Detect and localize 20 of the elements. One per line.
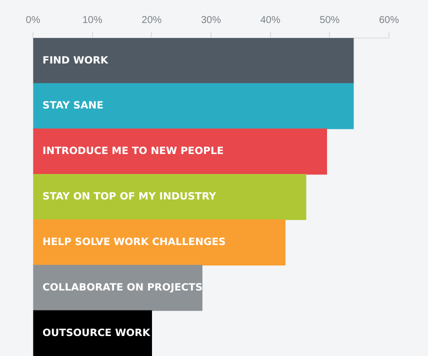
x-tick-label: 40%: [260, 14, 280, 26]
y-tick-label: STAY SANE: [42, 100, 104, 112]
bar: [33, 174, 306, 220]
bar: [33, 310, 152, 356]
bar: [33, 38, 354, 84]
y-tick-label: HELP SOLVE WORK CHALLENGES: [42, 237, 226, 248]
x-tick-label: 0%: [26, 14, 40, 26]
bar: [33, 83, 354, 130]
y-tick-label: STAY ON TOP OF MY INDUSTRY: [42, 192, 217, 203]
x-tick-label: 30%: [200, 14, 222, 26]
x-tick-label: 60%: [378, 14, 400, 26]
y-tick-label: FIND WORK: [42, 55, 110, 66]
x-tick-label: 50%: [320, 14, 340, 26]
y-tick-label: COLLABORATE ON PROJECTS: [42, 282, 203, 294]
bar: [33, 219, 286, 266]
x-tick-label: 10%: [82, 14, 102, 26]
x-tick-label: 20%: [142, 14, 162, 26]
y-tick-label: INTRODUCE ME TO NEW PEOPLE: [42, 146, 224, 158]
bar: [33, 128, 328, 175]
y-tick-label: OUTSOURCE WORK: [42, 328, 152, 339]
